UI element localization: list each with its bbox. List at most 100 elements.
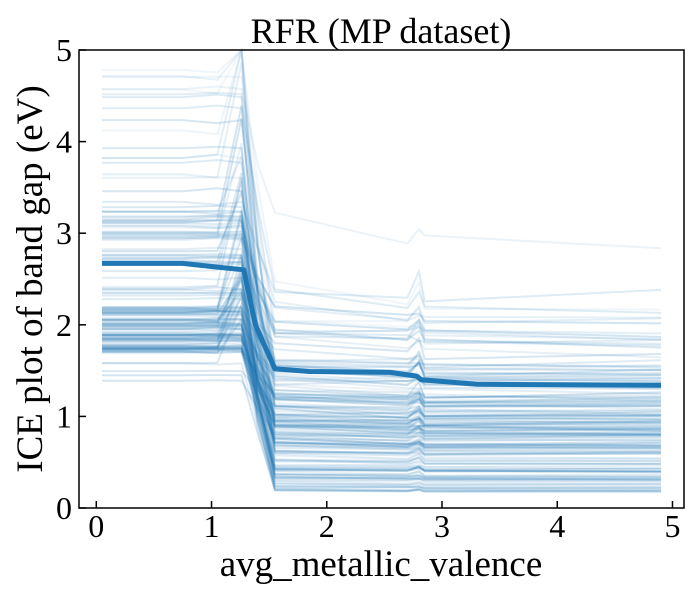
ice-line bbox=[102, 332, 662, 486]
ice-line bbox=[102, 218, 662, 473]
ice-line bbox=[102, 321, 662, 460]
ice-line bbox=[102, 313, 662, 413]
ice-line bbox=[102, 362, 661, 487]
ice-line bbox=[102, 235, 662, 418]
ice-line bbox=[102, 347, 662, 485]
ice-line bbox=[102, 264, 662, 473]
x-tick-label: 4 bbox=[549, 508, 565, 544]
ice-line bbox=[102, 317, 662, 402]
ice-line bbox=[102, 332, 662, 408]
y-axis-ticks: 0 1 2 3 4 5 bbox=[56, 32, 86, 526]
ice-line bbox=[102, 335, 662, 404]
ice-line bbox=[102, 350, 662, 478]
ice-line bbox=[102, 234, 662, 376]
ice-line bbox=[102, 344, 662, 463]
ice-line bbox=[102, 285, 662, 447]
ice-line bbox=[102, 313, 662, 400]
ice-line bbox=[102, 187, 662, 400]
ice-line bbox=[102, 200, 662, 303]
ice-line bbox=[102, 306, 662, 436]
ice-line bbox=[102, 336, 662, 430]
ice-line bbox=[102, 275, 662, 404]
ice-line bbox=[102, 310, 662, 429]
ice-line bbox=[102, 276, 662, 440]
ice-line bbox=[102, 319, 661, 464]
x-tick-label: 3 bbox=[434, 508, 450, 544]
ice-line bbox=[102, 349, 662, 465]
ice-line bbox=[102, 334, 662, 449]
ice-line bbox=[102, 273, 662, 481]
ice-line bbox=[102, 339, 662, 493]
ice-line bbox=[102, 345, 662, 445]
ice-line bbox=[102, 233, 662, 325]
y-tick-label: 1 bbox=[56, 398, 72, 434]
ice-line bbox=[102, 215, 662, 427]
ice-line bbox=[102, 296, 662, 421]
ice-line bbox=[102, 333, 662, 426]
ice-line bbox=[102, 233, 662, 335]
ice-line bbox=[102, 348, 662, 474]
ice-line bbox=[102, 291, 662, 420]
ice-line bbox=[102, 257, 662, 345]
ice-line bbox=[102, 324, 662, 472]
ice-line bbox=[102, 214, 662, 456]
ice-line bbox=[102, 255, 662, 437]
ice-line bbox=[102, 49, 662, 373]
ice-line bbox=[102, 342, 662, 453]
y-tick-label: 3 bbox=[56, 215, 72, 251]
ice-line bbox=[102, 317, 662, 490]
ice-line bbox=[102, 260, 662, 417]
ice-line bbox=[102, 333, 662, 471]
ice-line bbox=[102, 268, 662, 420]
ice-line bbox=[102, 276, 661, 483]
ice-line bbox=[102, 214, 662, 381]
ice-line bbox=[102, 233, 662, 349]
x-axis-label: avg_metallic_valence bbox=[220, 544, 543, 585]
ice-line bbox=[102, 373, 662, 493]
ice-line bbox=[102, 226, 662, 460]
ice-line bbox=[102, 321, 662, 479]
ice-line bbox=[102, 62, 662, 322]
ice-line bbox=[102, 177, 662, 456]
ice-line bbox=[102, 336, 662, 413]
y-axis-label: ICE plot of band gap (eV) bbox=[10, 85, 51, 472]
ice-line bbox=[102, 332, 662, 469]
ice-line bbox=[102, 344, 662, 433]
ice-line bbox=[102, 219, 662, 340]
ice-line bbox=[102, 142, 662, 432]
ice-line bbox=[102, 46, 662, 334]
y-tick-label: 2 bbox=[56, 307, 72, 343]
ice-line bbox=[102, 369, 662, 415]
ice-line bbox=[102, 188, 662, 338]
ice-line bbox=[102, 347, 662, 453]
ice-line bbox=[102, 379, 662, 439]
ice-line bbox=[102, 255, 662, 432]
ice-line bbox=[102, 118, 662, 380]
ice-line bbox=[102, 322, 662, 473]
ice-line bbox=[102, 345, 662, 436]
ice-line bbox=[102, 325, 662, 448]
ice-line bbox=[102, 289, 662, 441]
ice-line bbox=[102, 105, 662, 378]
ice-line bbox=[102, 152, 662, 417]
ice-line bbox=[102, 273, 662, 492]
ice-line bbox=[102, 224, 662, 359]
ice-line bbox=[102, 317, 662, 489]
ice-line bbox=[102, 228, 662, 441]
ice-line bbox=[102, 225, 662, 345]
ice-line bbox=[102, 270, 662, 450]
ice-line bbox=[102, 339, 662, 432]
ice-line bbox=[102, 305, 662, 432]
y-tick-label: 4 bbox=[56, 124, 72, 160]
ice-line bbox=[102, 237, 662, 452]
ice-line bbox=[102, 294, 662, 436]
average-ice-line bbox=[102, 260, 662, 388]
ice-line bbox=[102, 209, 662, 456]
ice-line bbox=[102, 286, 662, 361]
ice-line bbox=[102, 85, 662, 250]
ice-line bbox=[102, 317, 662, 443]
ice-line bbox=[102, 328, 662, 478]
ice-line bbox=[102, 276, 662, 433]
ice-line bbox=[102, 346, 662, 421]
